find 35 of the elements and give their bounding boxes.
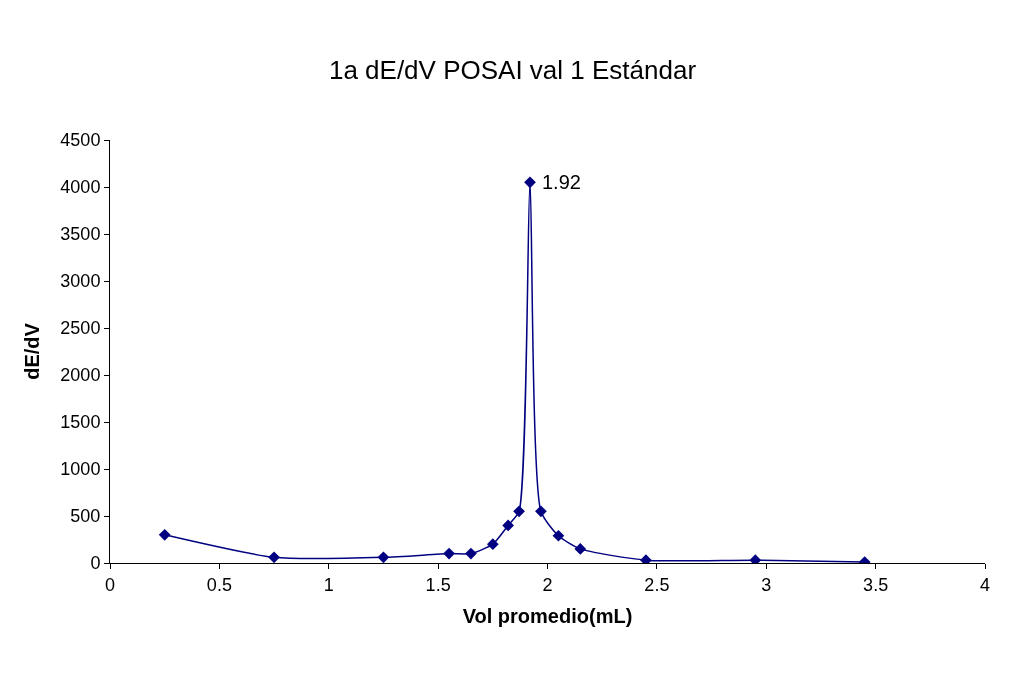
y-tick-label: 4000	[60, 177, 101, 198]
point	[552, 529, 565, 542]
x-tick-label: 3	[761, 574, 772, 595]
x-tick-label: 0	[104, 574, 116, 595]
chart-title: 1a dE/dV POSAI val 1 Estándar	[328, 54, 697, 85]
y-tick-label: 1000	[60, 459, 101, 480]
y-tick-label: 3500	[60, 224, 101, 245]
x-tick-label: 2.5	[644, 574, 670, 595]
y-tick-label: 500	[70, 506, 101, 527]
x-tick-label: 4	[979, 574, 991, 595]
y-tick-label: 3000	[60, 271, 101, 292]
point	[524, 176, 536, 189]
x-tick-label: 3.5	[863, 574, 889, 595]
y-tick-label: 1500	[60, 412, 101, 433]
point	[158, 528, 171, 541]
point	[574, 543, 587, 555]
x-axis-title: Vol promedio(mL)	[462, 605, 633, 628]
x-tick-label: 0.5	[206, 574, 232, 595]
point	[268, 551, 280, 563]
point	[502, 519, 514, 532]
x-tick-label: 1.5	[425, 574, 451, 595]
y-tick-label: 0	[90, 553, 101, 574]
point	[513, 505, 525, 518]
x-tick-label: 2	[542, 574, 553, 595]
point	[535, 505, 547, 518]
y-tick-label: 4500	[60, 130, 101, 151]
point	[443, 547, 455, 560]
point	[377, 551, 390, 563]
point	[465, 547, 477, 560]
annotation: 1.92	[542, 171, 581, 193]
point	[486, 538, 499, 551]
y-tick-label: 2000	[60, 365, 101, 386]
y-tick-label: 2500	[60, 318, 101, 339]
x-tick-label: 1	[323, 574, 334, 595]
y-axis-title: dE/dV	[20, 322, 43, 380]
